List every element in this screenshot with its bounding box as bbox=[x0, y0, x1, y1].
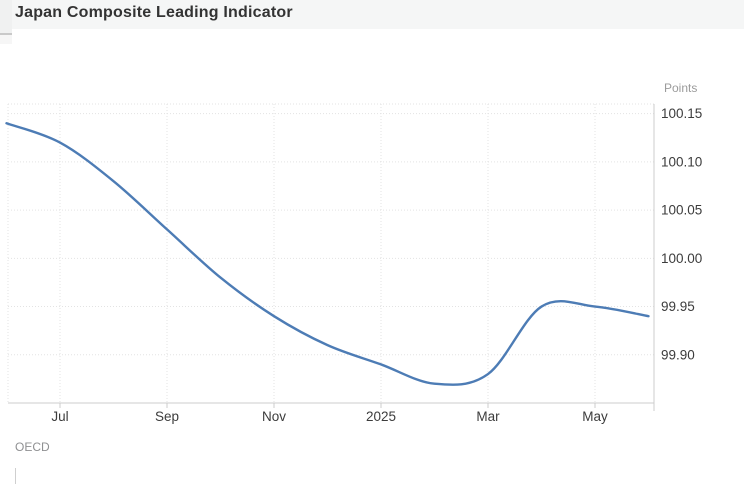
x-tick-label: May bbox=[582, 409, 608, 424]
y-tick-label: 100.15 bbox=[661, 106, 702, 121]
source-label[interactable]: OECD bbox=[15, 440, 50, 454]
x-tick-label: Sep bbox=[155, 409, 179, 424]
y-tick-label: 100.05 bbox=[661, 203, 702, 218]
x-tick-label: Jul bbox=[51, 409, 68, 424]
corner-notch bbox=[0, 0, 12, 35]
chart-header: Japan Composite Leading Indicator bbox=[0, 0, 744, 29]
y-tick-label: 99.90 bbox=[661, 347, 695, 362]
bottom-partial-border bbox=[15, 468, 16, 484]
corner-notch-tail bbox=[0, 35, 12, 44]
y-tick-label: 99.95 bbox=[661, 299, 695, 314]
series-line bbox=[5, 122, 650, 386]
y-tick-label: 100.00 bbox=[661, 251, 702, 266]
x-tick-label: Nov bbox=[262, 409, 286, 424]
x-tick-label: Mar bbox=[476, 409, 500, 424]
y-tick-label: 100.10 bbox=[661, 154, 702, 169]
chart-title: Japan Composite Leading Indicator bbox=[15, 4, 293, 21]
plot-area[interactable] bbox=[8, 104, 654, 403]
y-axis-unit-label: Points bbox=[664, 81, 698, 95]
x-tick-label: 2025 bbox=[366, 409, 396, 424]
